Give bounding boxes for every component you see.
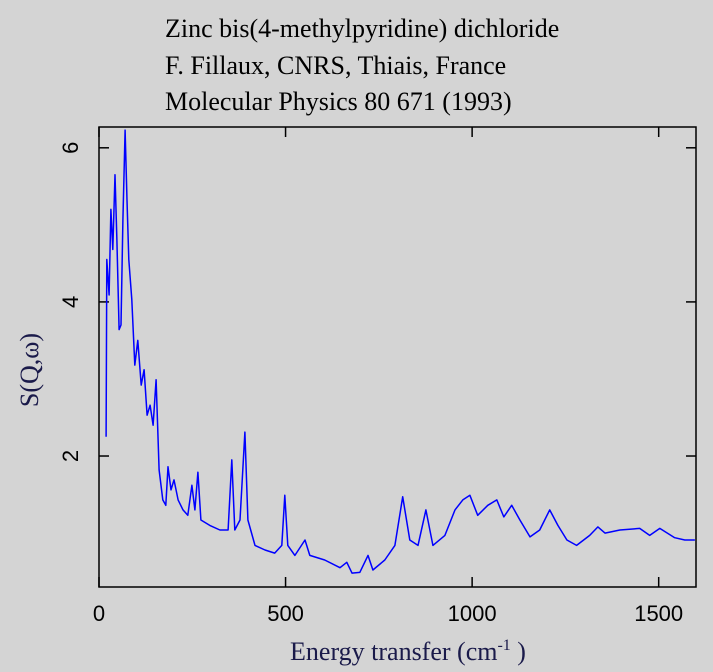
plot-frame <box>98 126 697 588</box>
x-axis-label-suffix: ) <box>511 637 526 666</box>
title-line: Molecular Physics 80 671 (1993) <box>165 87 512 116</box>
y-axis-label: S(Q,ω) <box>15 333 44 407</box>
x-axis-label: Energy transfer (cm-1 ) <box>290 637 526 666</box>
x-axis-label-sup: -1 <box>497 637 510 654</box>
title-line: F. Fillaux, CNRS, Thiais, France <box>165 51 506 80</box>
data-line <box>105 129 695 574</box>
y-tick-label: 2 <box>58 450 83 462</box>
y-tick-label: 6 <box>58 142 83 154</box>
x-tick-label: 1000 <box>448 601 497 626</box>
y-tick-label: 4 <box>58 296 83 308</box>
x-tick-label: 0 <box>93 601 105 626</box>
title-line: Zinc bis(4-methylpyridine) dichloride <box>165 14 559 43</box>
x-tick-label: 1500 <box>634 601 683 626</box>
x-axis-label-text: Energy transfer (cm <box>290 637 497 666</box>
x-tick-label: 500 <box>267 601 304 626</box>
